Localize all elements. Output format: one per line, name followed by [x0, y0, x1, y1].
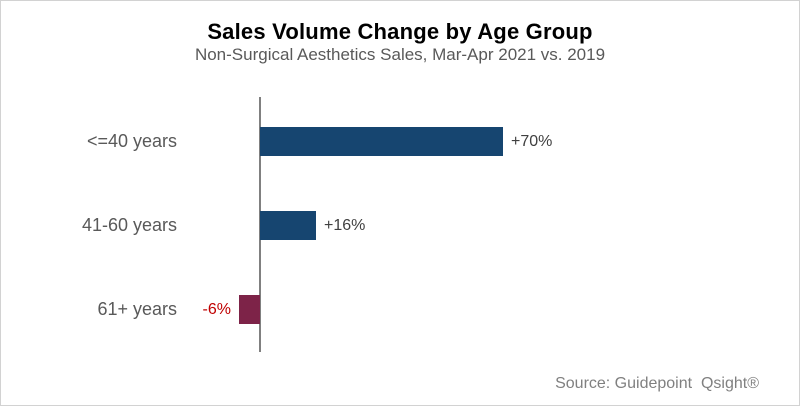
source-credit: Source: Guidepoint Qsight® [555, 375, 759, 392]
category-label: 41-60 years [81, 215, 177, 235]
chart-subtitle: Non-Surgical Aesthetics Sales, Mar-Apr 2… [194, 45, 606, 64]
bar-row: <=40 years +70% [1, 127, 799, 156]
value-label: -6% [202, 301, 231, 318]
bar [260, 127, 503, 156]
bar [239, 295, 260, 324]
bar-row: 61+ years -6% [1, 295, 799, 324]
value-label: +70% [511, 133, 553, 150]
category-label: <=40 years [86, 131, 177, 151]
chart-title: Sales Volume Change by Age Group [207, 19, 593, 44]
bar [260, 211, 316, 240]
category-label: 61+ years [97, 299, 177, 319]
value-label: +16% [324, 217, 366, 234]
bar-row: 41-60 years +16% [1, 211, 799, 240]
